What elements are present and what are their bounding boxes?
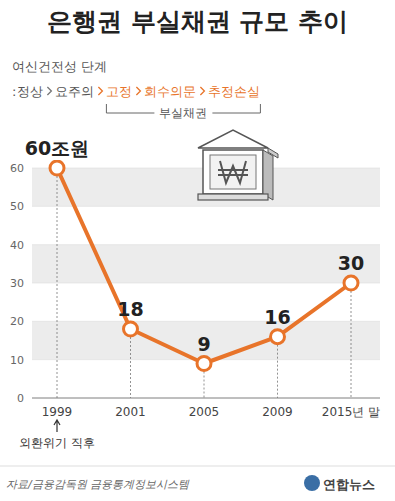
background	[0, 0, 395, 501]
icon-base	[198, 194, 268, 200]
drop-line	[277, 337, 278, 398]
x-tick-label: 2009	[262, 405, 293, 419]
grid-line	[32, 206, 380, 207]
stage-arrow	[136, 87, 140, 95]
data-label: 18	[117, 298, 143, 320]
grid-band	[32, 321, 380, 359]
data-label: 30	[338, 252, 364, 274]
stage: 추정손실	[208, 84, 260, 99]
grid-line	[32, 321, 380, 322]
annotation: 외환위기 직후	[19, 436, 95, 450]
y-tick-label: 40	[10, 239, 24, 252]
bracket	[106, 104, 260, 113]
data-label: 60조원	[25, 137, 89, 159]
data-label: 16	[264, 306, 290, 328]
drop-line	[130, 329, 131, 398]
drop-line	[351, 283, 352, 398]
stage: 요주의	[55, 84, 94, 99]
annotation-arrow	[54, 420, 60, 432]
y-tick-label: 30	[10, 277, 24, 290]
icon-roof	[198, 130, 268, 148]
marker	[124, 322, 138, 336]
icon-won	[218, 161, 248, 183]
stage: 회수의문	[144, 84, 196, 99]
credit: 연합뉴스	[323, 477, 375, 492]
grid-line	[32, 244, 380, 245]
y-tick-label: 60	[10, 162, 24, 175]
footer-rule	[0, 466, 395, 467]
x-tick-label: 2005	[189, 405, 220, 419]
grid-line	[32, 283, 380, 284]
plot	[50, 161, 358, 371]
stage: 정상	[17, 84, 43, 99]
icon-body-side	[263, 150, 273, 200]
drop-lines	[57, 168, 351, 398]
stage-prefix: :	[12, 84, 16, 99]
stage-arrow	[98, 87, 102, 95]
logo-mark	[304, 475, 320, 491]
x-tick-label: 2015년 말	[322, 405, 380, 419]
icon-body	[203, 150, 263, 194]
y-tick-label: 20	[10, 315, 24, 328]
bracket-label: 부실채권	[159, 106, 207, 120]
stage: 고정	[106, 84, 132, 99]
y-tick-label: 0	[17, 392, 24, 405]
subtitle: 여신건전성 단계	[12, 59, 107, 74]
x-axis	[32, 398, 380, 399]
x-tick-label: 1999	[42, 405, 73, 419]
marker	[271, 330, 285, 344]
marker	[50, 161, 64, 175]
line	[57, 168, 351, 364]
source: 자료/금융감독원 금융통계정보시스템	[6, 478, 190, 491]
y-tick-label: 50	[10, 200, 24, 213]
grid-line	[32, 398, 380, 399]
title: 은행권 부실채권 규모 추이	[47, 7, 348, 36]
icon-panel	[210, 155, 256, 189]
drop-line	[57, 168, 58, 398]
data-label: 9	[197, 333, 210, 355]
chart: 은행권 부실채권 규모 추이여신건전성 단계:정상 요주의 고정 회수의문 추정손실부실…	[0, 0, 395, 501]
marker	[344, 276, 358, 290]
stage-arrow	[200, 87, 204, 95]
stage-arrow	[47, 87, 51, 95]
marker	[197, 357, 211, 371]
bank-icon	[198, 130, 278, 200]
y-tick-label: 10	[10, 354, 24, 367]
x-tick-label: 2001	[115, 405, 146, 419]
grid-band	[32, 245, 380, 283]
